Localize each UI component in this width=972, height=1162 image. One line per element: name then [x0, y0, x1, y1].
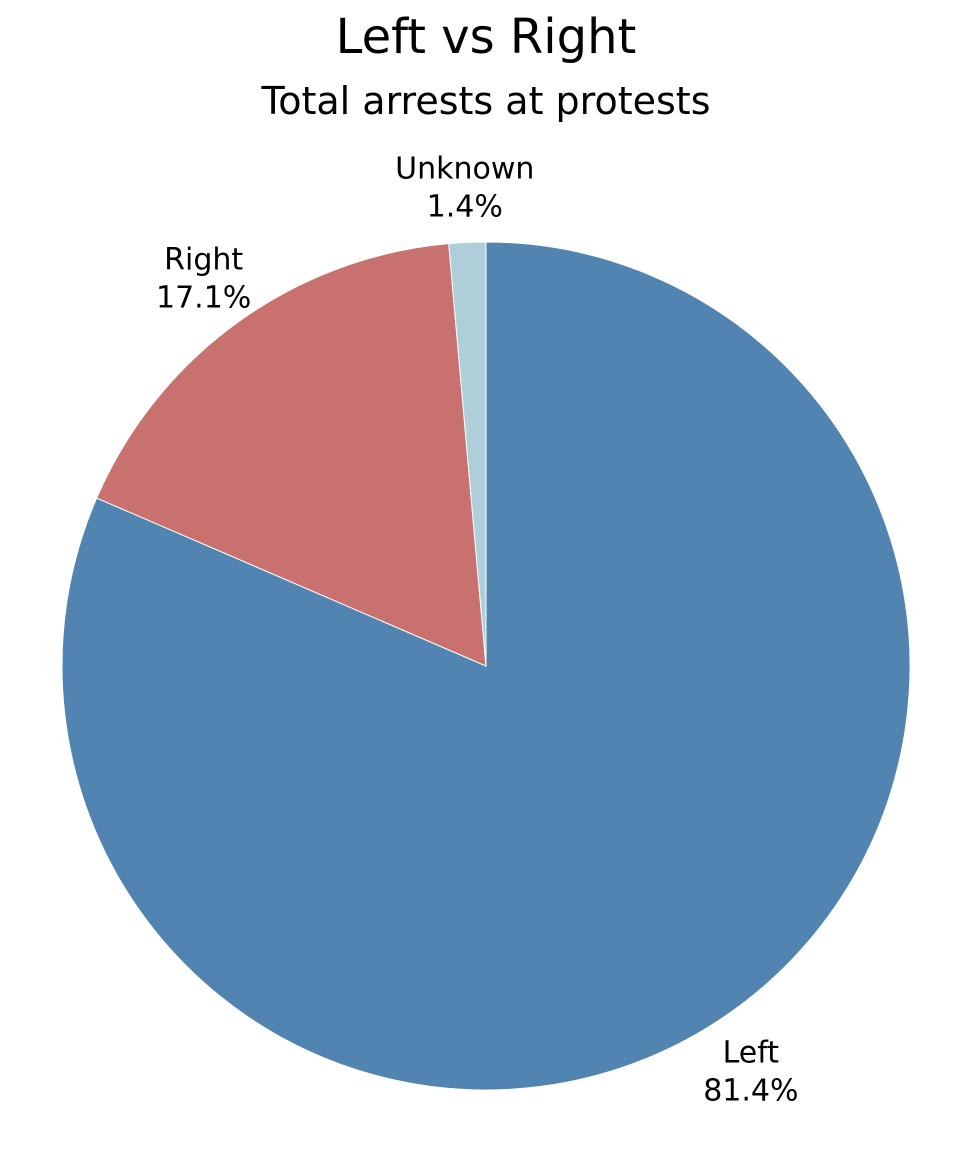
slice-category-label: Left [723, 1036, 780, 1071]
slice-category-label: Right [164, 242, 243, 277]
chart-title: Left vs Right [335, 9, 637, 65]
slice-label-right: Right 17.1% [156, 242, 251, 315]
chart-subtitle: Total arrests at protests [261, 79, 711, 123]
slice-category-label: Unknown [395, 151, 534, 186]
slice-value-label: 17.1% [156, 280, 251, 315]
pie-slice-right [96, 243, 487, 667]
slice-value-label: 1.4% [427, 189, 503, 224]
pie-slices [61, 241, 911, 1091]
pie-labels: Left 81.4% Right 17.1% Unknown 1.4% [156, 151, 799, 1108]
pie-slice-unknown [448, 241, 487, 667]
slice-label-left: Left 81.4% [703, 1036, 798, 1109]
slice-value-label: 81.4% [703, 1074, 798, 1109]
slice-label-unknown: Unknown 1.4% [395, 151, 534, 224]
